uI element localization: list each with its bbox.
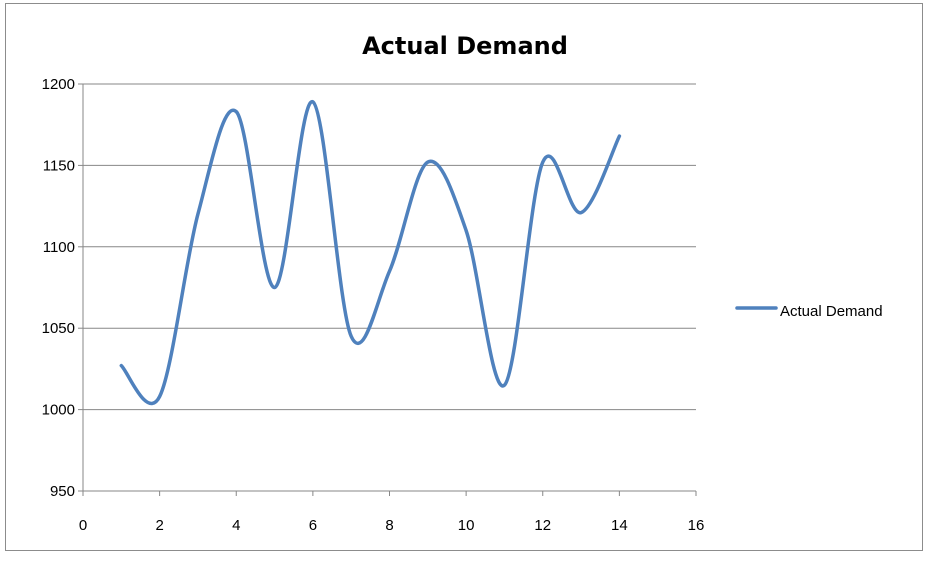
y-tick-label: 950 [50, 483, 75, 500]
x-tick-label: 0 [79, 517, 87, 534]
x-tick-label: 8 [385, 517, 393, 534]
x-tick-label: 2 [155, 517, 163, 534]
legend: Actual Demand [735, 303, 883, 320]
x-tick-label: 4 [232, 517, 240, 534]
y-tick-labels: 950 1000 1050 1100 1150 1200 [42, 76, 75, 500]
chart-title: Actual Demand [362, 32, 568, 60]
y-tick-label: 1050 [42, 320, 75, 337]
y-tick-label: 1150 [43, 157, 75, 174]
series-line-actual-demand [119, 100, 622, 406]
y-tick-label: 1100 [43, 239, 75, 256]
legend-label: Actual Demand [780, 303, 883, 320]
y-tick-label: 1000 [42, 402, 75, 419]
gridlines [78, 83, 697, 496]
chart-frame [5, 3, 923, 551]
x-tick-label: 16 [688, 517, 705, 534]
axes [82, 84, 696, 492]
x-tick-labels: 0 2 4 6 8 10 12 14 16 [79, 517, 705, 534]
series-layer [119, 100, 622, 406]
x-tick-label: 12 [534, 517, 551, 534]
y-tick-label: 1200 [42, 76, 75, 93]
x-tick-label: 14 [611, 517, 628, 534]
x-tick-label: 6 [309, 517, 317, 534]
x-tick-label: 10 [458, 517, 475, 534]
